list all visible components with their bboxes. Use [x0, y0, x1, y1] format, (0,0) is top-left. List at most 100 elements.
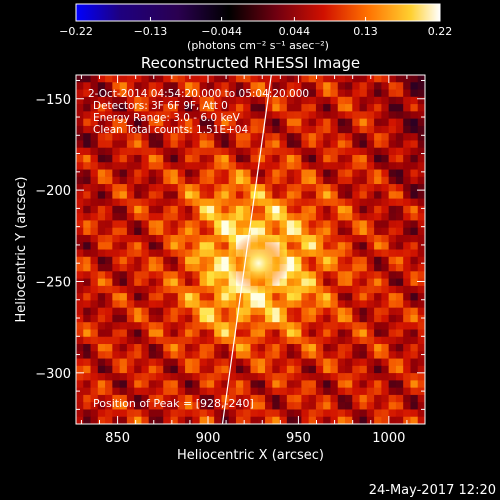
heatmap-pixel — [272, 307, 280, 316]
heatmap-pixel — [257, 96, 266, 105]
heatmap-pixel — [155, 387, 164, 396]
heatmap-pixel — [112, 220, 121, 229]
heatmap-pixel — [177, 285, 186, 294]
heatmap-pixel — [308, 82, 317, 90]
heatmap-pixel — [286, 191, 295, 199]
heatmap-pixel — [315, 89, 324, 98]
heatmap-pixel — [330, 264, 339, 272]
heatmap-pixel — [97, 285, 106, 294]
heatmap-pixel — [417, 329, 425, 338]
heatmap-pixel — [90, 285, 99, 294]
heatmap-pixel — [286, 227, 295, 236]
heatmap-pixel — [155, 314, 164, 323]
heatmap-pixel — [265, 75, 273, 83]
heatmap-pixel — [301, 89, 310, 98]
heatmap-pixel — [214, 140, 222, 149]
heatmap-pixel — [272, 387, 280, 396]
heatmap-pixel — [250, 75, 259, 83]
heatmap-pixel — [308, 336, 317, 345]
heatmap-pixel — [359, 278, 368, 287]
heatmap-pixel — [308, 249, 317, 258]
heatmap-pixel — [374, 162, 382, 170]
heatmap-pixel — [214, 82, 222, 90]
heatmap-pixel — [185, 351, 193, 359]
heatmap-pixel — [214, 242, 222, 250]
heatmap-pixel — [119, 111, 128, 120]
heatmap-pixel — [155, 147, 164, 156]
heatmap-pixel — [134, 169, 142, 178]
heatmap-pixel — [243, 133, 251, 141]
heatmap-pixel — [134, 351, 142, 359]
heatmap-pixel — [126, 285, 135, 294]
heatmap-pixel — [323, 184, 331, 192]
heatmap-pixel — [279, 162, 288, 170]
heatmap-pixel — [345, 314, 353, 323]
heatmap-pixel — [112, 300, 121, 309]
heatmap-pixel — [163, 133, 171, 141]
heatmap-pixel — [235, 307, 244, 316]
heatmap-pixel — [417, 416, 425, 424]
heatmap-pixel — [119, 220, 128, 229]
heatmap-pixel — [134, 162, 142, 170]
heatmap-pixel — [228, 140, 237, 149]
heatmap-pixel — [243, 89, 251, 98]
heatmap-pixel — [134, 373, 142, 381]
heatmap-pixel — [337, 213, 346, 221]
heatmap-pixel — [141, 213, 150, 221]
heatmap-pixel — [243, 147, 251, 156]
heatmap-pixel — [286, 416, 295, 424]
heatmap-pixel — [330, 125, 339, 134]
heatmap-pixel — [315, 191, 324, 199]
heatmap-pixel — [272, 198, 280, 207]
heatmap-pixel — [155, 409, 164, 418]
heatmap-pixel — [177, 176, 186, 185]
heatmap-pixel — [90, 307, 99, 316]
heatmap-pixel — [228, 329, 237, 338]
heatmap-pixel — [352, 242, 360, 250]
heatmap-pixel — [228, 118, 237, 127]
heatmap-pixel — [279, 125, 288, 134]
heatmap-pixel — [410, 307, 419, 316]
heatmap-pixel — [97, 409, 106, 418]
heatmap-pixel — [352, 140, 360, 149]
heatmap-pixel — [345, 344, 353, 352]
heatmap-pixel — [366, 380, 375, 389]
heatmap-pixel — [366, 373, 375, 381]
heatmap-pixel — [381, 344, 390, 352]
heatmap-pixel — [90, 147, 99, 156]
heatmap-pixel — [235, 336, 244, 345]
heatmap-pixel — [381, 125, 390, 134]
heatmap-pixel — [315, 198, 324, 207]
heatmap-pixel — [214, 264, 222, 272]
heatmap-pixel — [395, 184, 404, 192]
heatmap-pixel — [265, 140, 273, 149]
heatmap-pixel — [374, 191, 382, 199]
heatmap-pixel — [323, 242, 331, 250]
heatmap-pixel — [119, 394, 128, 403]
heatmap-pixel — [366, 387, 375, 396]
heatmap-pixel — [403, 234, 411, 243]
heatmap-pixel — [301, 169, 310, 178]
heatmap-pixel — [221, 285, 230, 294]
heatmap-pixel — [417, 96, 425, 105]
heatmap-pixel — [272, 89, 280, 98]
heatmap-pixel — [301, 329, 310, 338]
heatmap-pixel — [199, 329, 208, 338]
heatmap-pixel — [315, 104, 324, 112]
heatmap-pixel — [206, 300, 215, 309]
heatmap-pixel — [330, 104, 339, 112]
heatmap-pixel — [119, 140, 128, 149]
heatmap-pixel — [250, 176, 259, 185]
heatmap-pixel — [388, 154, 397, 163]
heatmap-pixel — [366, 285, 375, 294]
heatmap-pixel — [134, 314, 142, 323]
heatmap-pixel — [214, 96, 222, 105]
heatmap-pixel — [119, 416, 128, 424]
heatmap-pixel — [388, 351, 397, 359]
heatmap-pixel — [294, 322, 302, 330]
heatmap-pixel — [83, 249, 91, 258]
heatmap-pixel — [315, 402, 324, 410]
heatmap-pixel — [134, 344, 142, 352]
heatmap-pixel — [395, 322, 404, 330]
heatmap-pixel — [148, 300, 157, 309]
